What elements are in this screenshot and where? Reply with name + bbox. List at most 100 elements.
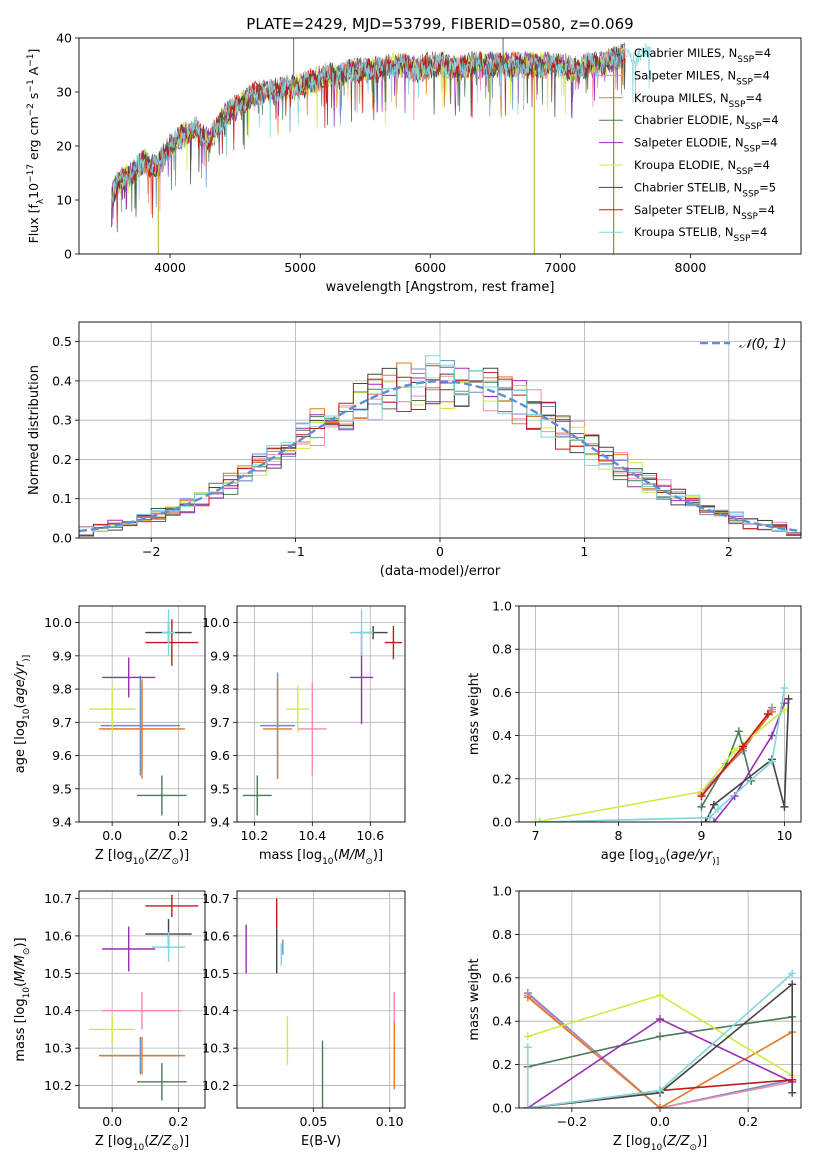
mass-weight-line [535,709,785,822]
plot-area [111,38,652,254]
legend-entry: Salpeter STELIB, NSSP=4 [634,203,775,222]
y-tick-label: 0.2 [492,1057,512,1072]
x-axis-label: (data-model)/error [380,564,501,579]
mass-weight-line [527,994,793,1108]
x-axis-label: Z [log10(Z/Z⊙)] [95,1134,189,1153]
x-axis-label: age [log10(age/yr)] [601,848,719,867]
errorbar-point [151,932,186,963]
x-tick-label: 9 [697,828,705,843]
errorbar-point [98,1036,186,1075]
y-tick-label: 0.2 [52,452,72,467]
errorbar-point [137,775,187,816]
mass-weight-line [527,972,793,1108]
mass-weight-marker [531,818,540,822]
x-tick-label: −0.2 [557,1114,587,1129]
y-tick-label: 9.6 [52,748,72,763]
y-tick-label: 20 [56,139,72,154]
chart-mass-vs-EBV: 0.05 0.10 10.2 10.3 10.4 10.5 10.6 10.7 E(B-V) [202,890,406,1149]
gridlines [237,606,405,823]
mass-weight-line [700,713,769,797]
x-tick-label: 10.4 [298,828,326,843]
y-tick-label: 0.3 [52,413,72,428]
x-axis-label: wavelength [Angstrom, rest frame] [326,280,555,295]
errorbar-point [161,609,176,656]
y-tick-label: 10.6 [202,928,230,943]
y-tick-label: 40 [56,31,72,46]
errorbar-point [102,992,182,1030]
x-axis-label: mass [log10(M/M⊙)] [259,848,383,867]
y-tick-label: 0.0 [52,531,72,546]
chart-massweight-vs-age: 7 8 9 10 0.0 0.2 0.4 0.6 0.8 1.0 age [log10(age/yr… [467,599,802,867]
errorbar-point [102,926,156,972]
y-tick-label: 0.4 [492,728,512,743]
y-axis-label: mass [log10(M/M⊙)] [13,937,32,1061]
mass-weight-marker [730,746,739,755]
gridlines [519,605,801,823]
chart-residuals: −2 −1 0 1 2 0.0 0.1 0.2 0.3 0.4 0.5 (data-model)/er… [27,321,802,579]
y-tick-label: 10.6 [44,928,72,943]
errorbar-point [88,1014,136,1045]
axes-frame [78,321,802,539]
y-tick-label: 10.5 [202,966,230,981]
mass-weight-marker [788,980,797,989]
y-tick-label: 9.8 [52,682,72,697]
chart-age-vs-Z: 0.0 0.2 9.4 9.5 9.6 9.7 9.8 9.9 10.0 Z [log10(Z/Z… [13,605,206,867]
mass-weight-marker [767,757,776,766]
y-tick-label: 10.7 [44,891,72,906]
legend-entry: Chabrier MILES, NSSP=4 [634,46,771,65]
x-axis-label: Z [log10(Z/Z⊙)] [613,1134,707,1153]
x-axis-label: E(B-V) [301,1134,341,1149]
legend-entry: Salpeter ELODIE, NSSP=4 [634,136,777,155]
mass-weight-marker [738,742,747,751]
y-tick-label: 1.0 [492,599,512,614]
mass-weight-marker [656,991,664,1000]
y-tick-label: 0.0 [492,815,512,830]
x-tick-label: 1 [580,544,588,559]
y-tick-label: 10.3 [202,1041,230,1056]
y-tick-label: 10.2 [44,1078,72,1093]
y-axis-label: mass weight [467,673,482,755]
errorbar-point [98,679,186,779]
y-tick-label: 0.4 [492,1014,512,1029]
x-tick-label: 5000 [284,260,316,275]
x-tick-label: 0.05 [299,1114,327,1129]
figure-title: PLATE=2429, MJD=53799, FIBERID=0580, z=0… [246,15,633,33]
plot-area [245,898,396,1108]
legend: 𝒩(0, 1) [700,337,786,352]
histogram-series [79,355,801,538]
mass-weight-marker [763,710,772,718]
legend-entry: Chabrier ELODIE, NSSP=4 [634,113,779,132]
x-tick-label: 0 [436,544,444,559]
y-tick-label: 10.4 [44,1003,72,1018]
mass-weight-marker [780,684,789,693]
mass-weight-marker [709,818,718,822]
mass-weight-marker [709,800,718,809]
errorbar-point [384,625,403,660]
mass-weight-marker [780,802,789,811]
errorbar-point [145,894,199,918]
x-tick-label: −1 [286,544,304,559]
y-tick-label: 0.6 [492,685,512,700]
mass-weight-marker [523,993,532,1002]
x-tick-label: 0.2 [169,828,189,843]
legend-entry: Salpeter MILES, NSSP=4 [634,68,770,87]
legend-entry: Kroupa MILES, NSSP=4 [634,91,762,110]
axes-frame [78,605,206,823]
y-tick-label: 9.7 [52,715,72,730]
gridlines [237,891,405,1108]
y-tick-label: 10.0 [44,615,72,630]
axes-frame [236,605,406,823]
x-tick-label: 0.0 [102,1114,122,1129]
x-tick-label: 0.0 [102,828,122,843]
mass-weight-marker [523,1032,532,1041]
y-tick-label: 9.9 [52,648,72,663]
y-axis-label: mass weight [467,958,482,1040]
y-tick-label: 0.1 [52,491,72,506]
x-tick-label: 0.2 [738,1114,758,1129]
x-tick-label: 2 [725,544,733,559]
mass-weight-line [527,992,793,1108]
x-tick-label: 10 [776,828,792,843]
y-tick-label: 30 [56,85,72,100]
errorbar-point [297,682,327,776]
y-tick-label: 10.4 [202,1003,230,1018]
